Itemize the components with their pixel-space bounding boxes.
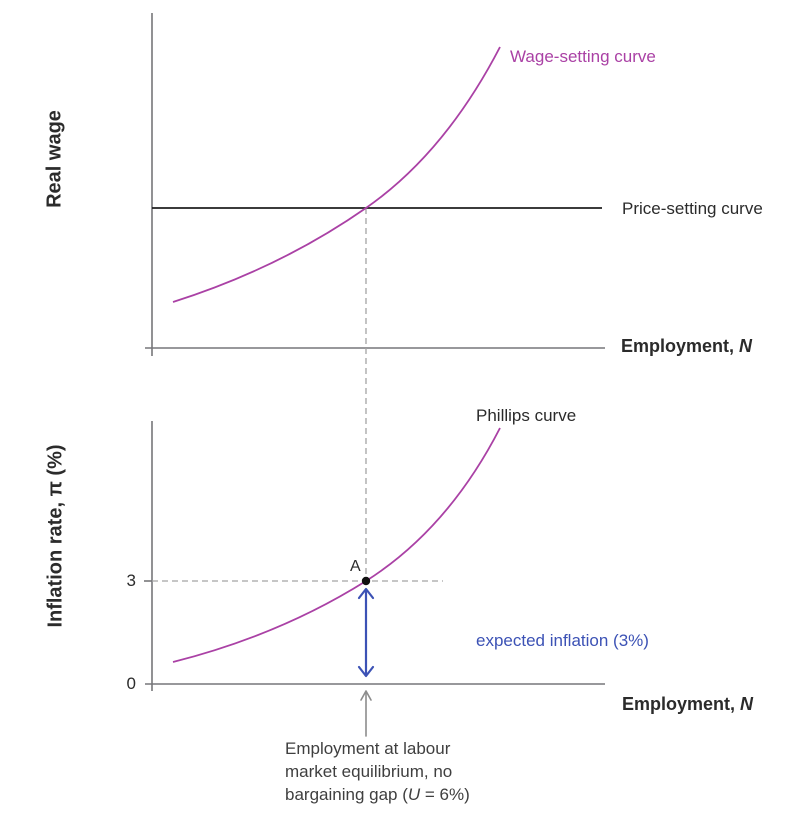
equilibrium-annotation-line3-pre: bargaining gap (	[285, 785, 408, 804]
phillips-curve-label: Phillips curve	[476, 406, 577, 425]
top-x-axis-title-symbol: N	[739, 336, 753, 356]
y-tick-0: 0	[126, 674, 136, 693]
y-tick-3: 3	[126, 571, 136, 590]
expected-inflation-arrowhead-bottom	[357, 665, 375, 678]
annotation-arrowhead	[360, 690, 372, 701]
equilibrium-annotation: Employment at labour market equilibrium,…	[285, 737, 470, 806]
equilibrium-annotation-line3-post: = 6%)	[420, 785, 470, 804]
bottom-x-axis-title-symbol: N	[740, 694, 754, 714]
equilibrium-annotation-line2: market equilibrium, no	[285, 762, 453, 781]
equilibrium-annotation-line1: Employment at labour	[285, 739, 451, 758]
equilibrium-annotation-line3: bargaining gap (U = 6%)	[285, 783, 470, 806]
phillips-curve	[172, 427, 501, 663]
point-a-label: A	[350, 558, 361, 575]
top-y-axis-title: Real wage	[43, 110, 66, 208]
wage-setting-curve	[172, 46, 501, 303]
top-x-axis-title-text: Employment,	[621, 336, 740, 356]
price-setting-curve-label: Price-setting curve	[622, 199, 763, 218]
equilibrium-annotation-line3-italic: U	[407, 785, 421, 804]
expected-inflation-label: expected inflation (3%)	[476, 631, 649, 650]
wage-setting-curve-label: Wage-setting curve	[510, 47, 656, 66]
top-x-axis-title: Employment, N	[621, 336, 752, 357]
expected-inflation-arrowhead-top	[357, 587, 375, 600]
bottom-x-axis-title-text: Employment,	[622, 694, 741, 714]
bottom-y-axis-title: Inflation rate, π (%)	[44, 444, 67, 628]
point-a-marker	[361, 576, 371, 586]
bottom-x-axis-title: Employment, N	[622, 694, 753, 715]
